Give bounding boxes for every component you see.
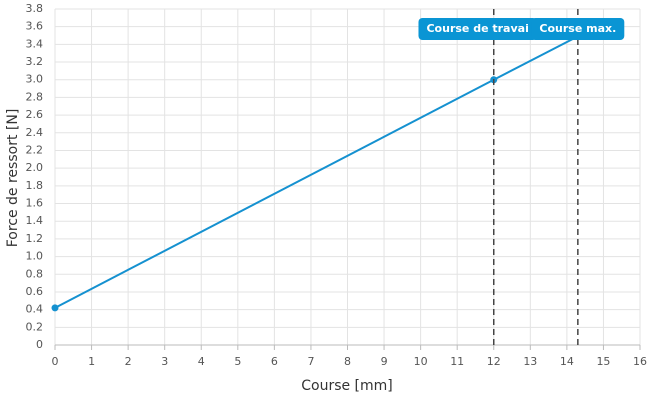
marker-label: Course max. — [531, 18, 625, 40]
y-tick-label: 0.8 — [26, 267, 44, 280]
marker-label-box — [531, 18, 625, 40]
y-tick-label: 3.6 — [26, 20, 44, 33]
x-tick-label: 15 — [596, 355, 610, 368]
marker-label-text: Course de travai — [426, 22, 528, 35]
x-tick-label: 13 — [523, 355, 537, 368]
y-tick-label: 1.8 — [26, 179, 44, 192]
y-tick-label: 1.2 — [26, 232, 44, 245]
x-tick-label: 1 — [88, 355, 95, 368]
y-tick-label: 0.6 — [26, 285, 44, 298]
y-tick-label: 2.0 — [26, 161, 44, 174]
x-tick-label: 5 — [234, 355, 241, 368]
y-tick-label: 0.4 — [26, 303, 44, 316]
x-tick-label: 14 — [560, 355, 574, 368]
y-tick-label: 2.4 — [26, 126, 44, 139]
y-tick-label: 3.2 — [26, 55, 44, 68]
x-tick-label: 2 — [125, 355, 132, 368]
y-tick-label: 2.8 — [26, 90, 44, 103]
x-tick-label: 12 — [487, 355, 501, 368]
line — [54, 35, 579, 309]
x-tick-label: 7 — [307, 355, 314, 368]
y-tick-label: 0 — [36, 338, 43, 351]
y-tick-label: 2.6 — [26, 108, 44, 121]
x-tick-label: 10 — [414, 355, 428, 368]
x-tick-label: 16 — [633, 355, 647, 368]
marker-label: Course de travai — [418, 18, 537, 40]
x-tick-label: 3 — [161, 355, 168, 368]
x-tick-label: 11 — [450, 355, 464, 368]
y-tick-label: 1.4 — [26, 214, 44, 227]
x-tick-label: 4 — [198, 355, 205, 368]
marker-label-text: Course max. — [539, 22, 616, 35]
y-axis-title: Force de ressort [N] — [5, 109, 21, 248]
x-axis-title: Course [mm] — [301, 378, 393, 394]
y-tick-label: 3.0 — [26, 73, 44, 86]
x-tick-label: 6 — [271, 355, 278, 368]
y-tick-label: 2.2 — [26, 143, 44, 156]
marker-label-box — [418, 18, 537, 40]
point — [51, 304, 59, 312]
x-tick-label: 0 — [52, 355, 59, 368]
y-tick-label: 1.6 — [26, 197, 44, 210]
x-tick-label: 9 — [381, 355, 388, 368]
y-tick-label: 0.2 — [26, 320, 44, 333]
x-tick-label: 8 — [344, 355, 351, 368]
y-tick-label: 3.8 — [26, 2, 44, 15]
y-tick-label: 3.4 — [26, 37, 44, 50]
y-tick-label: 1.0 — [26, 250, 44, 263]
